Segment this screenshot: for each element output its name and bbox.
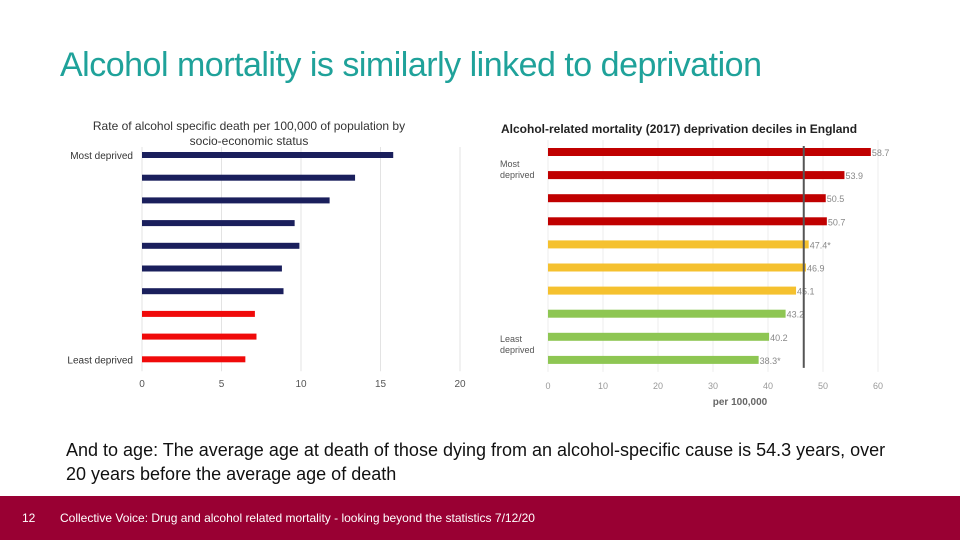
chart2-x-axis-label: per 100,000: [713, 397, 768, 408]
chart1-bar: [142, 310, 255, 317]
chart1-category-label: Most deprived: [70, 151, 133, 162]
chart2-bar: [548, 217, 827, 226]
chart2-most-label-1: Most: [500, 159, 520, 169]
chart2-x-tick-label: 40: [763, 381, 773, 391]
chart2-x-tick-label: 30: [708, 381, 718, 391]
chart2-bar: [548, 286, 797, 295]
chart2-x-tick-label: 60: [873, 381, 883, 391]
footer-text: Collective Voice: Drug and alcohol relat…: [60, 511, 535, 525]
chart2-least-label-1: Least: [500, 334, 523, 344]
chart2-bar: [548, 309, 786, 318]
footer-bar: 12 Collective Voice: Drug and alcohol re…: [0, 496, 960, 540]
chart2-value-label: 38.3*: [760, 356, 782, 366]
chart1-bar: [142, 220, 295, 227]
chart2-x-tick-label: 20: [653, 381, 663, 391]
chart2-x-tick-label: 10: [598, 381, 608, 391]
chart1-title-line-1: Rate of alcohol specific death per 100,0…: [93, 119, 405, 133]
chart2-bar: [548, 332, 770, 341]
chart1-bar: [142, 174, 356, 181]
chart1-x-tick-label: 10: [295, 379, 307, 390]
chart2-bar: [548, 148, 871, 156]
chart2-bar: [548, 240, 809, 249]
chart1-bar: [142, 152, 394, 158]
chart2-most-label-2: deprived: [500, 170, 535, 180]
chart2-value-label: 50.5: [827, 194, 845, 204]
chart1-x-tick-label: 15: [375, 379, 387, 390]
chart2-value-label: 50.7: [828, 217, 846, 227]
chart1-x-tick-label: 5: [219, 379, 225, 390]
chart2-value-label: 43.2: [787, 310, 805, 320]
chart1-x-tick-label: 0: [139, 379, 145, 390]
slide-caption: And to age: The average age at death of …: [66, 440, 886, 484]
chart2-value-label: 45.1: [797, 287, 815, 297]
slide-title: Alcohol mortality is similarly linked to…: [60, 46, 762, 84]
chart1-category-label: Least deprived: [67, 355, 133, 366]
chart2-least-label-2: deprived: [500, 345, 535, 355]
chart2-x-tick-label: 50: [818, 381, 828, 391]
chart1-title-line-2: socio-economic status: [190, 134, 309, 148]
chart1-bar: [142, 288, 284, 295]
chart-socio-economic: Rate of alcohol specific death per 100,0…: [67, 119, 466, 390]
chart2-value-label: 53.9: [845, 171, 863, 181]
chart2-bar: [548, 263, 806, 272]
chart2-bar: [548, 194, 826, 203]
chart1-bar: [142, 242, 300, 249]
chart1-bar: [142, 333, 257, 340]
chart2-value-label: 40.2: [770, 333, 788, 343]
chart2-value-label: 58.7: [872, 148, 890, 158]
chart2-title: Alcohol-related mortality (2017) depriva…: [501, 122, 857, 136]
chart1-bar: [142, 265, 282, 272]
chart2-value-label: 46.9: [807, 264, 825, 274]
page-number: 12: [22, 511, 36, 525]
chart1-x-tick-label: 20: [454, 379, 466, 390]
chart2-x-tick-label: 0: [545, 381, 550, 391]
chart2-bar: [548, 355, 759, 364]
chart-deprivation-deciles: Alcohol-related mortality (2017) depriva…: [500, 122, 890, 408]
chart2-bar: [548, 171, 845, 180]
chart2-value-label: 47.4*: [810, 240, 832, 250]
chart1-bar: [142, 356, 246, 363]
chart1-bar: [142, 197, 330, 204]
